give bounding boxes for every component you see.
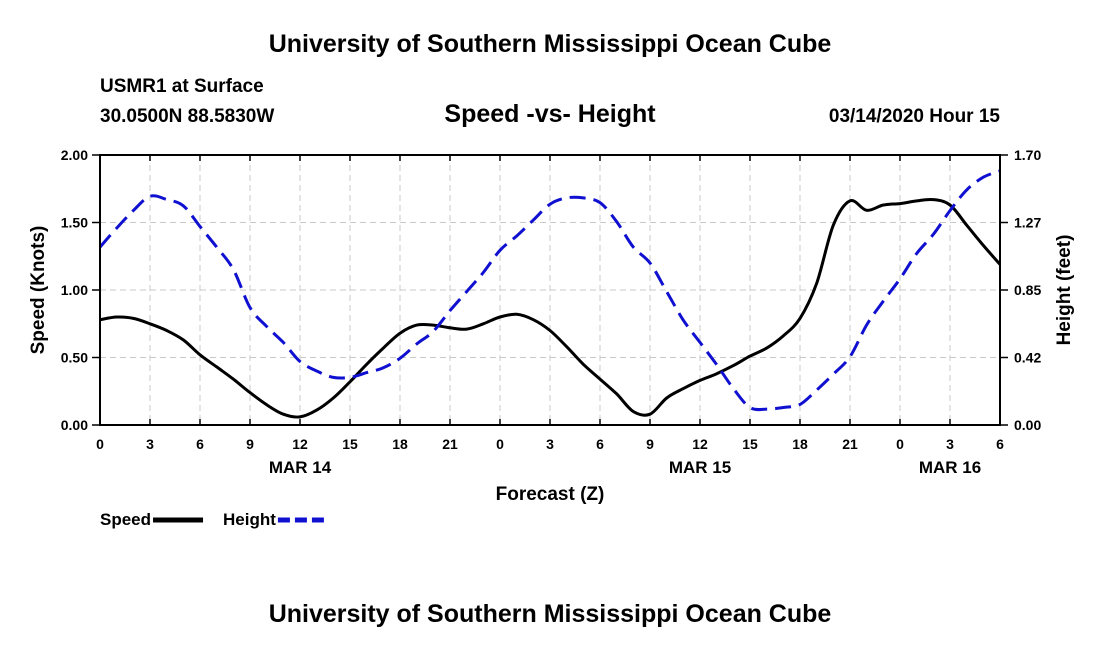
y-tick-label: 1.50	[61, 215, 88, 231]
y-tick-label: 0.00	[61, 417, 88, 433]
x-tick-label: 15	[742, 436, 758, 452]
day-label: MAR 14	[269, 458, 332, 477]
y2-tick-label: 1.70	[1014, 147, 1041, 163]
x-tick-label: 0	[496, 436, 504, 452]
x-tick-label: 6	[996, 436, 1004, 452]
x-tick-label: 9	[246, 436, 254, 452]
x-tick-label: 12	[292, 436, 308, 452]
x-tick-label: 6	[196, 436, 204, 452]
x-tick-label: 21	[442, 436, 458, 452]
chart-title: Speed -vs- Height	[444, 100, 656, 128]
series-lines	[98, 169, 1002, 419]
y2-tick-label: 0.00	[1014, 417, 1041, 433]
day-label: MAR 15	[669, 458, 731, 477]
legend-label-speed: Speed	[100, 510, 151, 529]
x-tick-label: 0	[96, 436, 104, 452]
y2-tick-label: 0.85	[1014, 282, 1041, 298]
x-tick-label: 9	[646, 436, 654, 452]
y2-axis-label: Height (feet)	[1054, 235, 1075, 346]
y-tick-label: 2.00	[61, 147, 88, 163]
series-line-speed	[99, 197, 1002, 419]
x-tick-label: 3	[946, 436, 954, 452]
y-tick-label: 0.50	[61, 350, 88, 366]
x-tick-label: 21	[842, 436, 858, 452]
x-axis-label: Forecast (Z)	[496, 484, 605, 505]
chart-header-title: University of Southern Mississippi Ocean…	[268, 30, 832, 58]
legend-label-height: Height	[223, 510, 276, 529]
grid-lines	[100, 155, 1000, 425]
y2-tick-label: 0.42	[1014, 350, 1041, 366]
day-label: MAR 16	[919, 458, 981, 477]
x-tick-label: 3	[546, 436, 554, 452]
y-axis-label: Speed (Knots)	[28, 226, 49, 355]
chart-footer-title: University of Southern Mississippi Ocean…	[268, 600, 832, 628]
x-tick-label: 18	[792, 436, 808, 452]
run-time-label: 03/14/2020 Hour 15	[828, 106, 1000, 127]
x-tick-label: 3	[146, 436, 154, 452]
axes: 0 3 6 9 12 15 18 21 0 3 6 9 12 15 18 21 0 3 6 0.00 0.50 1.00 1…	[61, 147, 1042, 477]
x-tick-label: 6	[596, 436, 604, 452]
y-tick-label: 1.00	[61, 282, 88, 298]
x-tick-label: 18	[392, 436, 408, 452]
series-line-height	[98, 169, 1001, 412]
station-label: USMR1 at Surface	[100, 76, 264, 97]
y2-tick-label: 1.27	[1014, 215, 1041, 231]
legend: Speed Height	[100, 510, 328, 529]
x-tick-label: 15	[342, 436, 358, 452]
x-tick-label: 0	[896, 436, 904, 452]
x-tick-label: 12	[692, 436, 708, 452]
station-coordinates: 30.0500N 88.5830W	[100, 106, 275, 127]
